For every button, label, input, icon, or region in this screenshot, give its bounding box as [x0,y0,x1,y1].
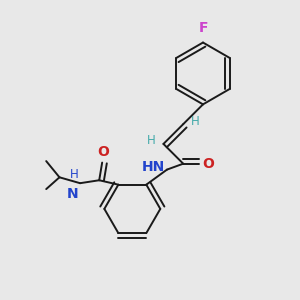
Text: H: H [147,134,156,148]
Text: N: N [67,187,79,201]
Text: O: O [202,157,214,171]
Text: O: O [98,145,109,159]
Text: H: H [70,168,79,181]
Text: HN: HN [141,160,165,174]
Text: H: H [190,115,199,128]
Text: F: F [198,21,208,35]
